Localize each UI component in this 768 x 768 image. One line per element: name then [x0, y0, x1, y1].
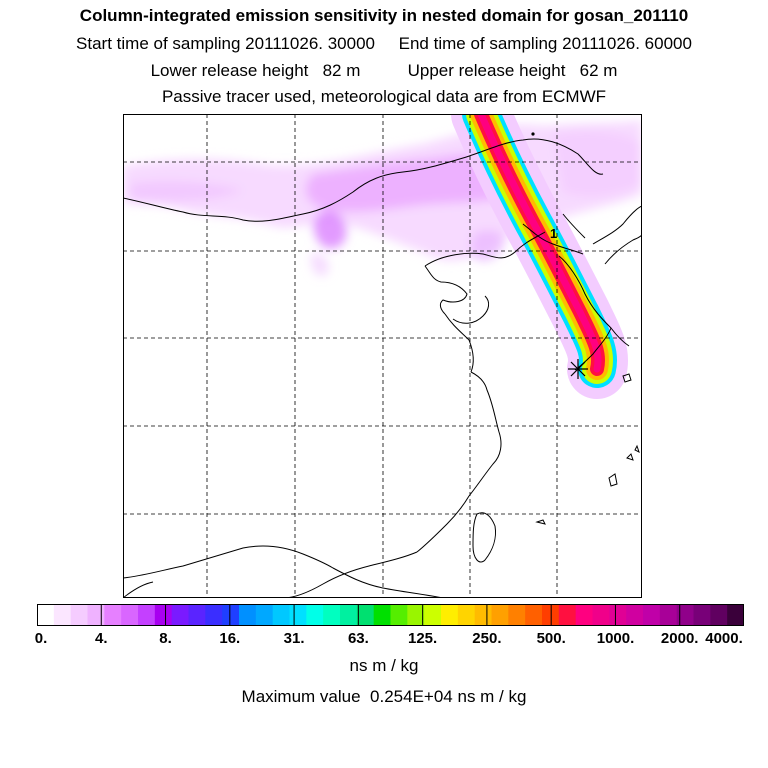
colorbar-tick-label: 2000.: [660, 630, 699, 647]
colorbar-cell: [491, 604, 509, 626]
colorbar-cell: [289, 604, 307, 626]
asterisk-icon: [568, 359, 588, 379]
colorbar-cell: [87, 604, 105, 626]
maximum-value-line: Maximum value 0.254E+04 ns m / kg: [0, 687, 768, 707]
colorbar-unit: ns m / kg: [349, 656, 419, 675]
colorbar-cell: [104, 604, 122, 626]
colorbar-cell: [626, 604, 644, 626]
sampling-time-line: Start time of sampling 20111026. 30000 E…: [0, 34, 768, 54]
colorbar-cell: [508, 604, 526, 626]
colorbar-cell: [727, 604, 744, 626]
max-value-label: Maximum value: [241, 687, 361, 706]
colorbar-cell: [575, 604, 594, 626]
colorbar-cell: [53, 604, 72, 626]
end-time-label: End time of sampling: [398, 34, 558, 53]
colorbar-cell: [222, 604, 240, 626]
colorbar-cell: [306, 604, 324, 626]
colorbar-cell: [121, 604, 139, 626]
start-time-label: Start time of sampling: [76, 34, 241, 53]
colorbar-tick-label: 4.: [95, 630, 108, 647]
map-title: Column-integrated emission sensitivity i…: [79, 6, 689, 25]
colorbar-cell: [676, 604, 695, 626]
colorbar-tick-label: 16.: [219, 630, 241, 647]
lower-height-label: Lower release height: [150, 61, 309, 80]
colorbar-cell: [407, 604, 425, 626]
colorbar-cell: [659, 604, 678, 626]
colorbar-tick-label: 500.: [536, 630, 566, 647]
end-time-value: 20111026. 60000: [562, 34, 692, 53]
colorbar-cell: [643, 604, 661, 626]
colorbar-cell: [272, 604, 291, 626]
colorbar-tick-label: 0.: [34, 630, 48, 647]
max-value-unit: ns m / kg: [457, 687, 527, 706]
colorbar-cell: [154, 604, 173, 626]
colorbar-cell: [171, 604, 190, 626]
colorbar-cell: [37, 604, 55, 626]
release-height-line: Lower release height 82 m Upper release …: [0, 61, 768, 81]
colorbar-cell: [70, 604, 89, 626]
colorbar: [37, 604, 744, 626]
colorbar-tick-label: 4000.: [705, 630, 743, 647]
colorbar-tick-label: 1000.: [596, 630, 635, 647]
colorbar-border: [37, 604, 744, 626]
lower-height-value: 82 m: [322, 61, 361, 80]
colorbar-cell: [188, 604, 206, 626]
plume-point: [531, 132, 535, 136]
upper-height-value: 62 m: [579, 61, 618, 80]
colorbar-cell: [373, 604, 392, 626]
colorbar-cell: [592, 604, 610, 626]
colorbar-cell: [323, 604, 341, 626]
max-value: 0.254E+04: [370, 687, 453, 706]
colorbar-cell: [205, 604, 223, 626]
colorbar-cell: [558, 604, 577, 626]
colorbar-cell: [340, 604, 358, 626]
colorbar-dividers: [100, 604, 681, 626]
colorbar-cell: [525, 604, 543, 626]
upper-height-label: Upper release height: [407, 61, 566, 80]
colorbar-cell: [239, 604, 257, 626]
start-time-value: 20111026. 30000: [245, 34, 376, 53]
colorbar-cell: [474, 604, 493, 626]
emission-sensitivity-map: 1: [123, 114, 642, 598]
colorbar-cell: [356, 604, 375, 626]
colorbar-cell: [710, 604, 728, 626]
colorbar-tick-label: 250.: [472, 630, 502, 647]
colorbar-cell: [457, 604, 476, 626]
lat-lon-grid: [123, 114, 642, 598]
colorbar-tick-label: 125.: [407, 630, 438, 647]
tracer-note: Passive tracer used, meteorological data…: [161, 87, 607, 106]
trajectory-label: 1: [550, 226, 557, 241]
colorbar-cell: [390, 604, 408, 626]
colorbar-cell: [138, 604, 156, 626]
colorbar-cell: [424, 604, 442, 626]
map-border: [123, 114, 642, 598]
colorbar-cell: [609, 604, 627, 626]
colorbar-cell: [255, 604, 274, 626]
colorbar-cell: [693, 604, 711, 626]
colorbar-cells: [37, 604, 744, 626]
colorbar-tick-label: 8.: [159, 630, 172, 647]
colorbar-cell: [441, 604, 459, 626]
colorbar-tick-label: 63.: [347, 630, 369, 647]
colorbar-tick-label: 31.: [283, 630, 305, 647]
